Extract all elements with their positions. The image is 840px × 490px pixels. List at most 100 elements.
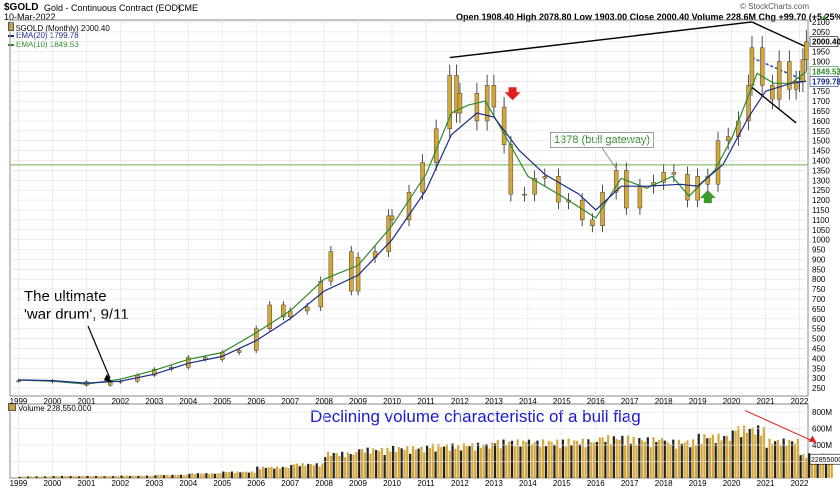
volume-bar [590,442,593,478]
x-tick-label: 2006 [247,397,265,406]
volume-bar [706,438,709,478]
volume-bar [813,454,816,478]
volume-bar [615,439,618,478]
volume-bar [547,440,550,478]
volume-x-tick-label: 2000 [44,479,62,488]
price-bar [776,61,782,100]
volume-bar [601,437,604,478]
volume-bar [652,437,655,478]
volume-bar [236,471,239,478]
price-bar [328,251,334,282]
volume-annotation: Declining volume characteristic of a bul… [310,407,641,426]
volume-bar [159,474,163,478]
volume-bar [32,476,35,478]
volume-bar [270,466,273,478]
volume-bar [360,448,364,478]
volume-x-tick-label: 2018 [655,479,673,488]
volume-bar [69,476,72,478]
volume-x-tick-label: 2013 [485,479,503,488]
price-bar [804,41,809,60]
volume-bar [94,476,98,478]
volume-bar [202,473,205,478]
volume-x-tick-label: 2022 [791,479,809,488]
y-tick-label: 1250 [812,186,830,195]
volume-bar [485,444,488,478]
volume-bar [544,446,548,478]
volume-bar [273,468,276,478]
volume-bar [372,448,375,478]
price-bar [457,93,463,114]
volume-x-tick-label: 2003 [145,479,163,488]
volume-tick-label: 800M [812,408,832,417]
volume-bar [776,439,780,478]
volume-bar [558,448,562,478]
x-tick-label: 2004 [179,397,197,406]
y-tick-label: 600 [812,315,826,324]
volume-bar [134,475,137,478]
volume-x-tick-label: 2008 [315,479,333,488]
volume-bar [276,466,279,478]
price-bar [406,191,412,221]
volume-bar [508,441,511,478]
trendline [751,21,809,49]
volume-bar [403,449,406,478]
volume-bar [638,438,641,478]
y-tick-label: 350 [812,364,826,373]
y-tick-label: 850 [812,265,826,274]
volume-bar [63,476,66,478]
volume-bar [375,450,378,478]
volume-bar [199,473,202,478]
volume-bar [658,440,661,478]
watermark: © StockCharts.com [740,2,810,11]
x-tick-label: 2007 [281,397,299,406]
volume-bar [731,430,734,478]
legend-volume-label: Volume 228,550,000 [18,404,92,413]
y-tick-label: 750 [812,285,826,294]
volume-bar [287,468,290,478]
volume-bar [536,440,539,478]
volume-bar [355,452,358,478]
x-tick-label: 2018 [655,397,673,406]
volume-bar [675,448,678,478]
trendline [751,86,797,124]
volume-bar [193,474,197,478]
x-tick-label: 2003 [145,397,163,406]
x-tick-label: 2013 [485,397,503,406]
x-tick-label: 2010 [383,397,401,406]
volume-bar [417,448,420,478]
volume-bar [533,442,536,478]
volume-bar [499,448,502,478]
price-bar [726,136,731,141]
volume-bar [454,448,457,478]
y-tick-label: 1650 [812,107,830,116]
legend-price-label: $GOLD (Monthly) 2000.40 [16,24,110,33]
volume-bar [165,474,168,478]
x-tick-label: 2000 [44,397,62,406]
y-tick-label: 250 [812,384,826,393]
price-bar [237,350,242,353]
volume-bar [242,471,245,478]
ema20-tag: 1799.78 [812,77,840,86]
y-tick-label: 450 [812,345,826,354]
volume-bar [151,475,154,478]
volume-bar [247,472,250,478]
volume-bar [24,476,27,478]
volume-bar [632,436,635,478]
volume-x-tick-label: 2020 [723,479,741,488]
price-bar [532,178,537,195]
volume-bar [587,439,590,478]
legend-ema20-swatch [8,34,14,37]
volume-bar [43,476,47,478]
volume-bar [21,476,24,478]
volume-bar [768,438,771,478]
volume-bar [440,447,443,478]
y-tick-label: 500 [812,335,826,344]
volume-bar [791,441,794,478]
ema10-tag: 1849.53 [812,68,840,77]
x-tick-label: 2019 [689,397,707,406]
bull-gateway-annotation: 1378 (bull gateway) [550,132,655,148]
volume-bar [700,443,703,478]
volume-bar [284,467,287,478]
volume-bar [598,437,601,478]
